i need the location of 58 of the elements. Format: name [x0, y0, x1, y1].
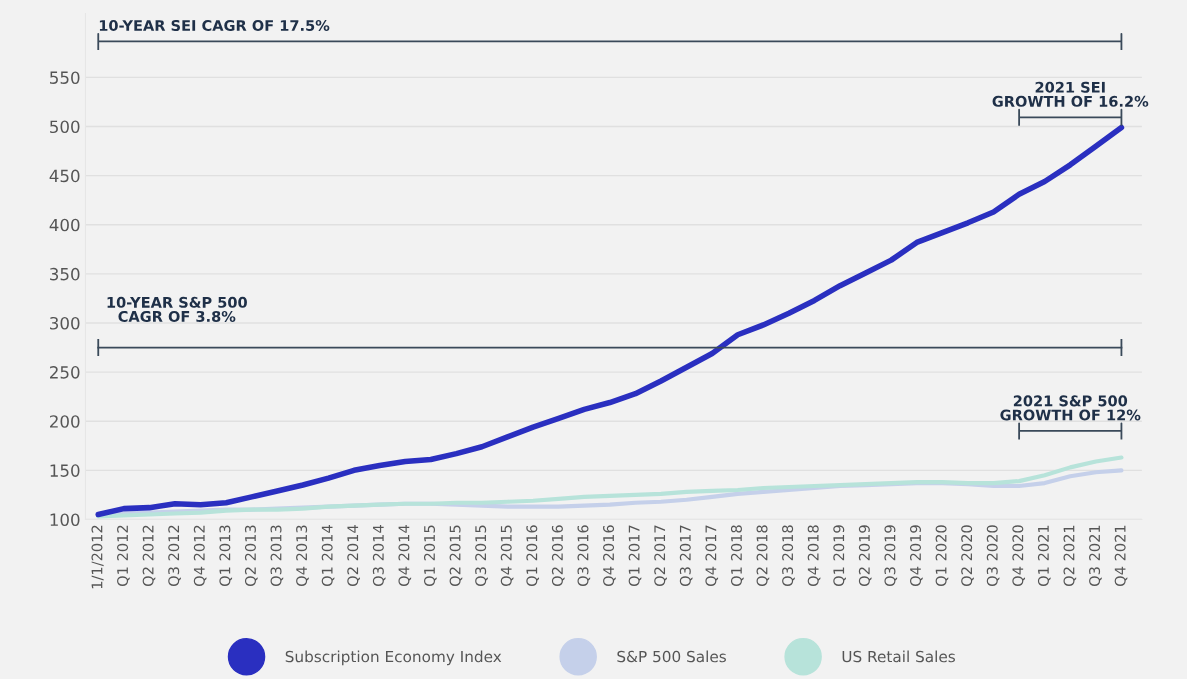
x-tick-label: Q2 2021 — [1063, 525, 1077, 586]
x-tick-label: Q4 2020 — [1012, 525, 1026, 586]
x-tick-label: Q1 2012 — [117, 525, 130, 586]
x-tick-label: Q2 2015 — [449, 525, 463, 586]
x-tick-label: Q4 2014 — [398, 525, 412, 586]
x-tick-label: 1/1/2012 — [91, 525, 104, 589]
x-tick-label: Q4 2018 — [807, 525, 821, 586]
y-tick-label: 200 — [50, 415, 80, 428]
x-tick-label: Q4 2015 — [500, 525, 514, 586]
x-tick-label: Q3 2019 — [884, 525, 898, 586]
y-tick-label: 300 — [50, 316, 80, 330]
x-tick-label: Q4 2016 — [603, 525, 616, 586]
x-tick-label: Q3 2017 — [679, 525, 693, 586]
x-tick-label: Q3 2016 — [577, 525, 591, 586]
x-tick-label: Q1 2019 — [833, 525, 846, 586]
y-tick-label: 450 — [49, 169, 80, 183]
x-tick-label: Q2 2013 — [244, 525, 258, 586]
x-tick-label: Q2 2020 — [961, 525, 974, 586]
y-tick-label: 150 — [50, 464, 80, 477]
y-tick-label: 500 — [50, 120, 80, 134]
annotation: 2021 S&P 500 GROWTH OF 12% — [1000, 395, 1141, 421]
x-tick-label: Q3 2015 — [475, 525, 488, 586]
x-tick-label: Q2 2016 — [551, 525, 565, 586]
x-tick-label: Q3 2021 — [1089, 525, 1102, 586]
x-tick-label: Q1 2016 — [526, 525, 540, 586]
y-tick-label: 100 — [50, 513, 80, 526]
x-tick-label: Q4 2021 — [1114, 525, 1128, 586]
ref-line-label: 10-YEAR S&P 500 CAGR OF 3.8% — [107, 296, 247, 322]
x-tick-label: Q1 2015 — [423, 525, 437, 586]
legend-label: Subscription Economy Index — [285, 650, 502, 666]
y-tick-label: 250 — [50, 366, 80, 379]
x-tick-label: Q1 2013 — [219, 525, 233, 586]
x-tick-label: Q4 2012 — [193, 525, 207, 586]
x-tick-label: Q3 2018 — [782, 525, 795, 586]
y-tick-label: 550 — [50, 71, 80, 84]
x-tick-label: Q2 2018 — [756, 525, 770, 586]
legend-label: S&P 500 Sales — [617, 650, 726, 663]
x-tick-label: Q2 2019 — [858, 525, 872, 586]
x-tick-label: Q1 2021 — [1037, 525, 1051, 586]
x-tick-label: Q3 2013 — [270, 525, 284, 586]
legend-label: US Retail Sales — [842, 650, 955, 663]
x-tick-label: Q2 2017 — [654, 525, 667, 586]
x-tick-label: Q1 2017 — [628, 525, 642, 586]
x-tick-label: Q4 2013 — [296, 525, 309, 586]
y-tick-label: 400 — [49, 218, 80, 232]
annotation: 2021 SEI GROWTH OF 16.2% — [992, 81, 1149, 107]
x-tick-label: Q2 2012 — [142, 525, 156, 586]
x-tick-label: Q1 2018 — [730, 525, 744, 586]
annotation: 10-YEAR SEI CAGR OF 17.5% — [99, 19, 330, 31]
x-tick-label: Q3 2012 — [168, 525, 181, 586]
x-tick-label: Q2 2014 — [347, 525, 360, 586]
x-tick-label: Q1 2020 — [935, 525, 949, 586]
x-tick-label: Q4 2019 — [910, 525, 923, 586]
x-tick-label: Q1 2014 — [321, 525, 335, 586]
x-tick-label: Q3 2014 — [372, 525, 386, 586]
x-tick-label: Q3 2020 — [986, 525, 1000, 586]
y-tick-label: 350 — [50, 267, 80, 281]
x-tick-label: Q4 2017 — [705, 525, 719, 586]
